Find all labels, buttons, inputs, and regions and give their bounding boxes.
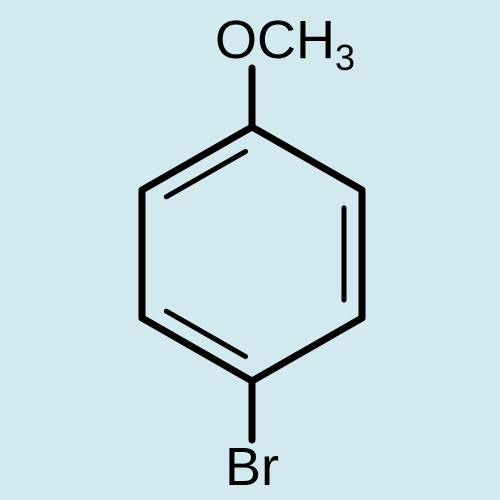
label-och3-sub: 3 [335, 37, 355, 78]
label-och3: OCH3 [215, 10, 355, 78]
label-och3-main: OCH [215, 10, 335, 70]
label-br: Br [225, 437, 279, 497]
